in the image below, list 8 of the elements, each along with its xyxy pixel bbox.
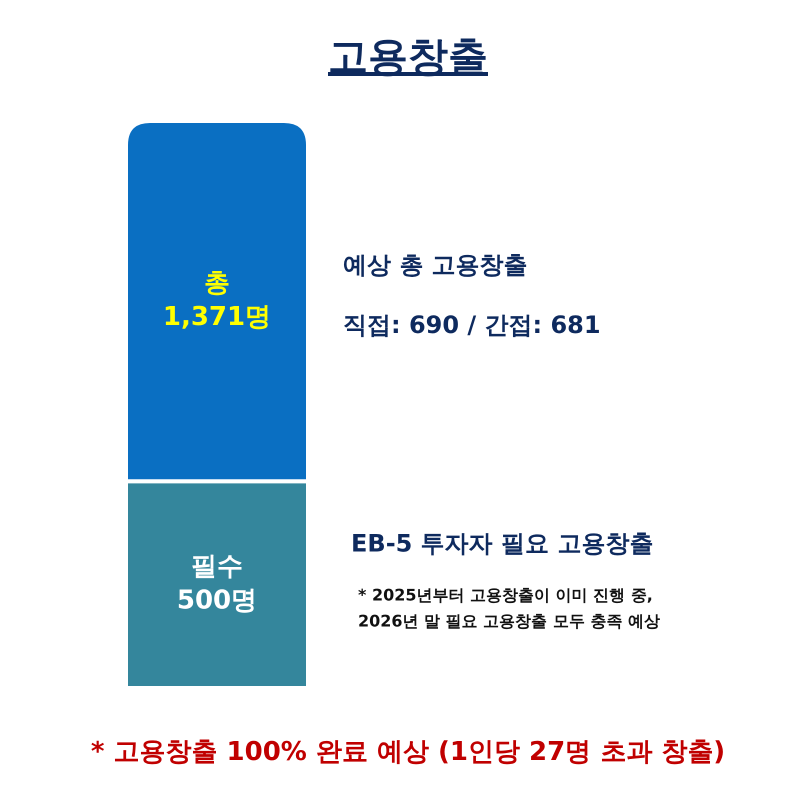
text: * 2025년부터 고용창출이 이미 진행 중, 2026년 말 필요 고용창출 모두 충족 예상	[358, 586, 660, 631]
text: 고용창출	[328, 34, 488, 80]
total-label: 총 1,371명	[162, 268, 272, 332]
data-label: 필수 500명	[176, 552, 258, 616]
text: * 고용창출 100% 완료 예상 (1인당 27명 초과 창출)	[90, 737, 726, 768]
text: EB-5 투자자 필요 고용창출	[351, 529, 654, 558]
text: 직접: 690 / 간접: 681	[343, 310, 601, 339]
text: 예상 총 고용창출	[343, 250, 528, 279]
